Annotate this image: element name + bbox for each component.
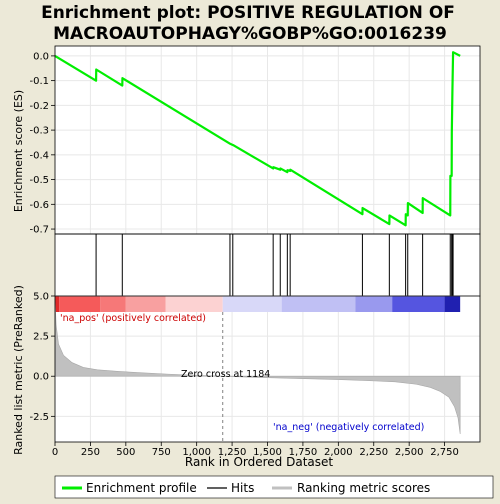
zero-cross-label: Zero cross at 1184 bbox=[181, 369, 270, 380]
xtick-label: 1,000 bbox=[182, 447, 211, 458]
heat-band bbox=[55, 296, 60, 312]
es-ytick-label: -0.5 bbox=[29, 175, 49, 186]
metric-ytick-label: 2.5 bbox=[33, 332, 49, 343]
heat-band bbox=[281, 296, 356, 312]
heat-band bbox=[355, 296, 393, 312]
chart-title-line2: MACROAUTOPHAGY%GOBP%GO:0016239 bbox=[53, 24, 447, 44]
es-ytick-label: -0.3 bbox=[29, 126, 49, 137]
es-ytick-label: -0.1 bbox=[29, 76, 49, 87]
xtick-label: 2,250 bbox=[359, 447, 388, 458]
legend: Enrichment profile Hits Ranking metric s… bbox=[54, 475, 494, 499]
heat-band bbox=[59, 296, 101, 312]
es-ytick-label: -0.2 bbox=[29, 101, 49, 112]
es-y-axis: 0.0 -0.1 -0.2 -0.3 -0.4 -0.5 -0.6 -0.7 bbox=[29, 51, 55, 236]
es-y-axis-label: Enrichment score (ES) bbox=[12, 90, 25, 212]
x-axis: 0 250 500 750 1,000 1,250 1,500 1,750 2,000 2,250… bbox=[52, 442, 459, 458]
metric-ytick-label: 5.0 bbox=[33, 292, 49, 303]
es-ytick-label: -0.4 bbox=[29, 150, 49, 161]
metric-ytick-label: 0.0 bbox=[33, 372, 49, 383]
ranking-heatmap-bar bbox=[55, 296, 461, 312]
heat-band bbox=[444, 296, 461, 312]
heat-band bbox=[100, 296, 126, 312]
xtick-label: 500 bbox=[116, 447, 135, 458]
hits-panel bbox=[95, 234, 454, 296]
x-axis-label: Rank in Ordered Dataset bbox=[185, 455, 333, 469]
xtick-label: 2,750 bbox=[430, 447, 459, 458]
heat-band bbox=[165, 296, 223, 312]
heat-band bbox=[222, 296, 282, 312]
metric-y-axis: 5.0 2.5 0.0 -2.5 bbox=[29, 292, 55, 423]
es-ytick-label: 0.0 bbox=[33, 51, 49, 62]
es-ytick-label: -0.6 bbox=[29, 200, 49, 211]
es-curve bbox=[54, 51, 461, 227]
legend-hits-label: Hits bbox=[231, 481, 254, 495]
na-neg-label: 'na_neg' (negatively correlated) bbox=[273, 422, 424, 433]
xtick-label: 250 bbox=[81, 447, 100, 458]
xtick-label: 1,250 bbox=[218, 447, 247, 458]
xtick-label: 750 bbox=[152, 447, 171, 458]
xtick-label: 2,500 bbox=[395, 447, 424, 458]
es-ytick-label: -0.7 bbox=[29, 225, 49, 236]
xtick-label: 2,000 bbox=[324, 447, 353, 458]
metric-area bbox=[54, 297, 461, 435]
legend-enrichment-label: Enrichment profile bbox=[86, 481, 197, 495]
heat-band bbox=[392, 296, 445, 312]
xtick-label: 0 bbox=[52, 447, 58, 458]
na-pos-label: 'na_pos' (positively correlated) bbox=[60, 313, 206, 324]
chart-title-line1: Enrichment plot: POSITIVE REGULATION OF bbox=[41, 3, 455, 23]
metric-y-axis-label: Ranked list metric (PreRanked) bbox=[12, 285, 25, 455]
legend-metric-label: Ranking metric scores bbox=[297, 481, 430, 495]
metric-ytick-label: -2.5 bbox=[29, 412, 49, 423]
xtick-label: 1,500 bbox=[253, 447, 282, 458]
heat-band bbox=[125, 296, 166, 312]
xtick-label: 1,750 bbox=[289, 447, 318, 458]
